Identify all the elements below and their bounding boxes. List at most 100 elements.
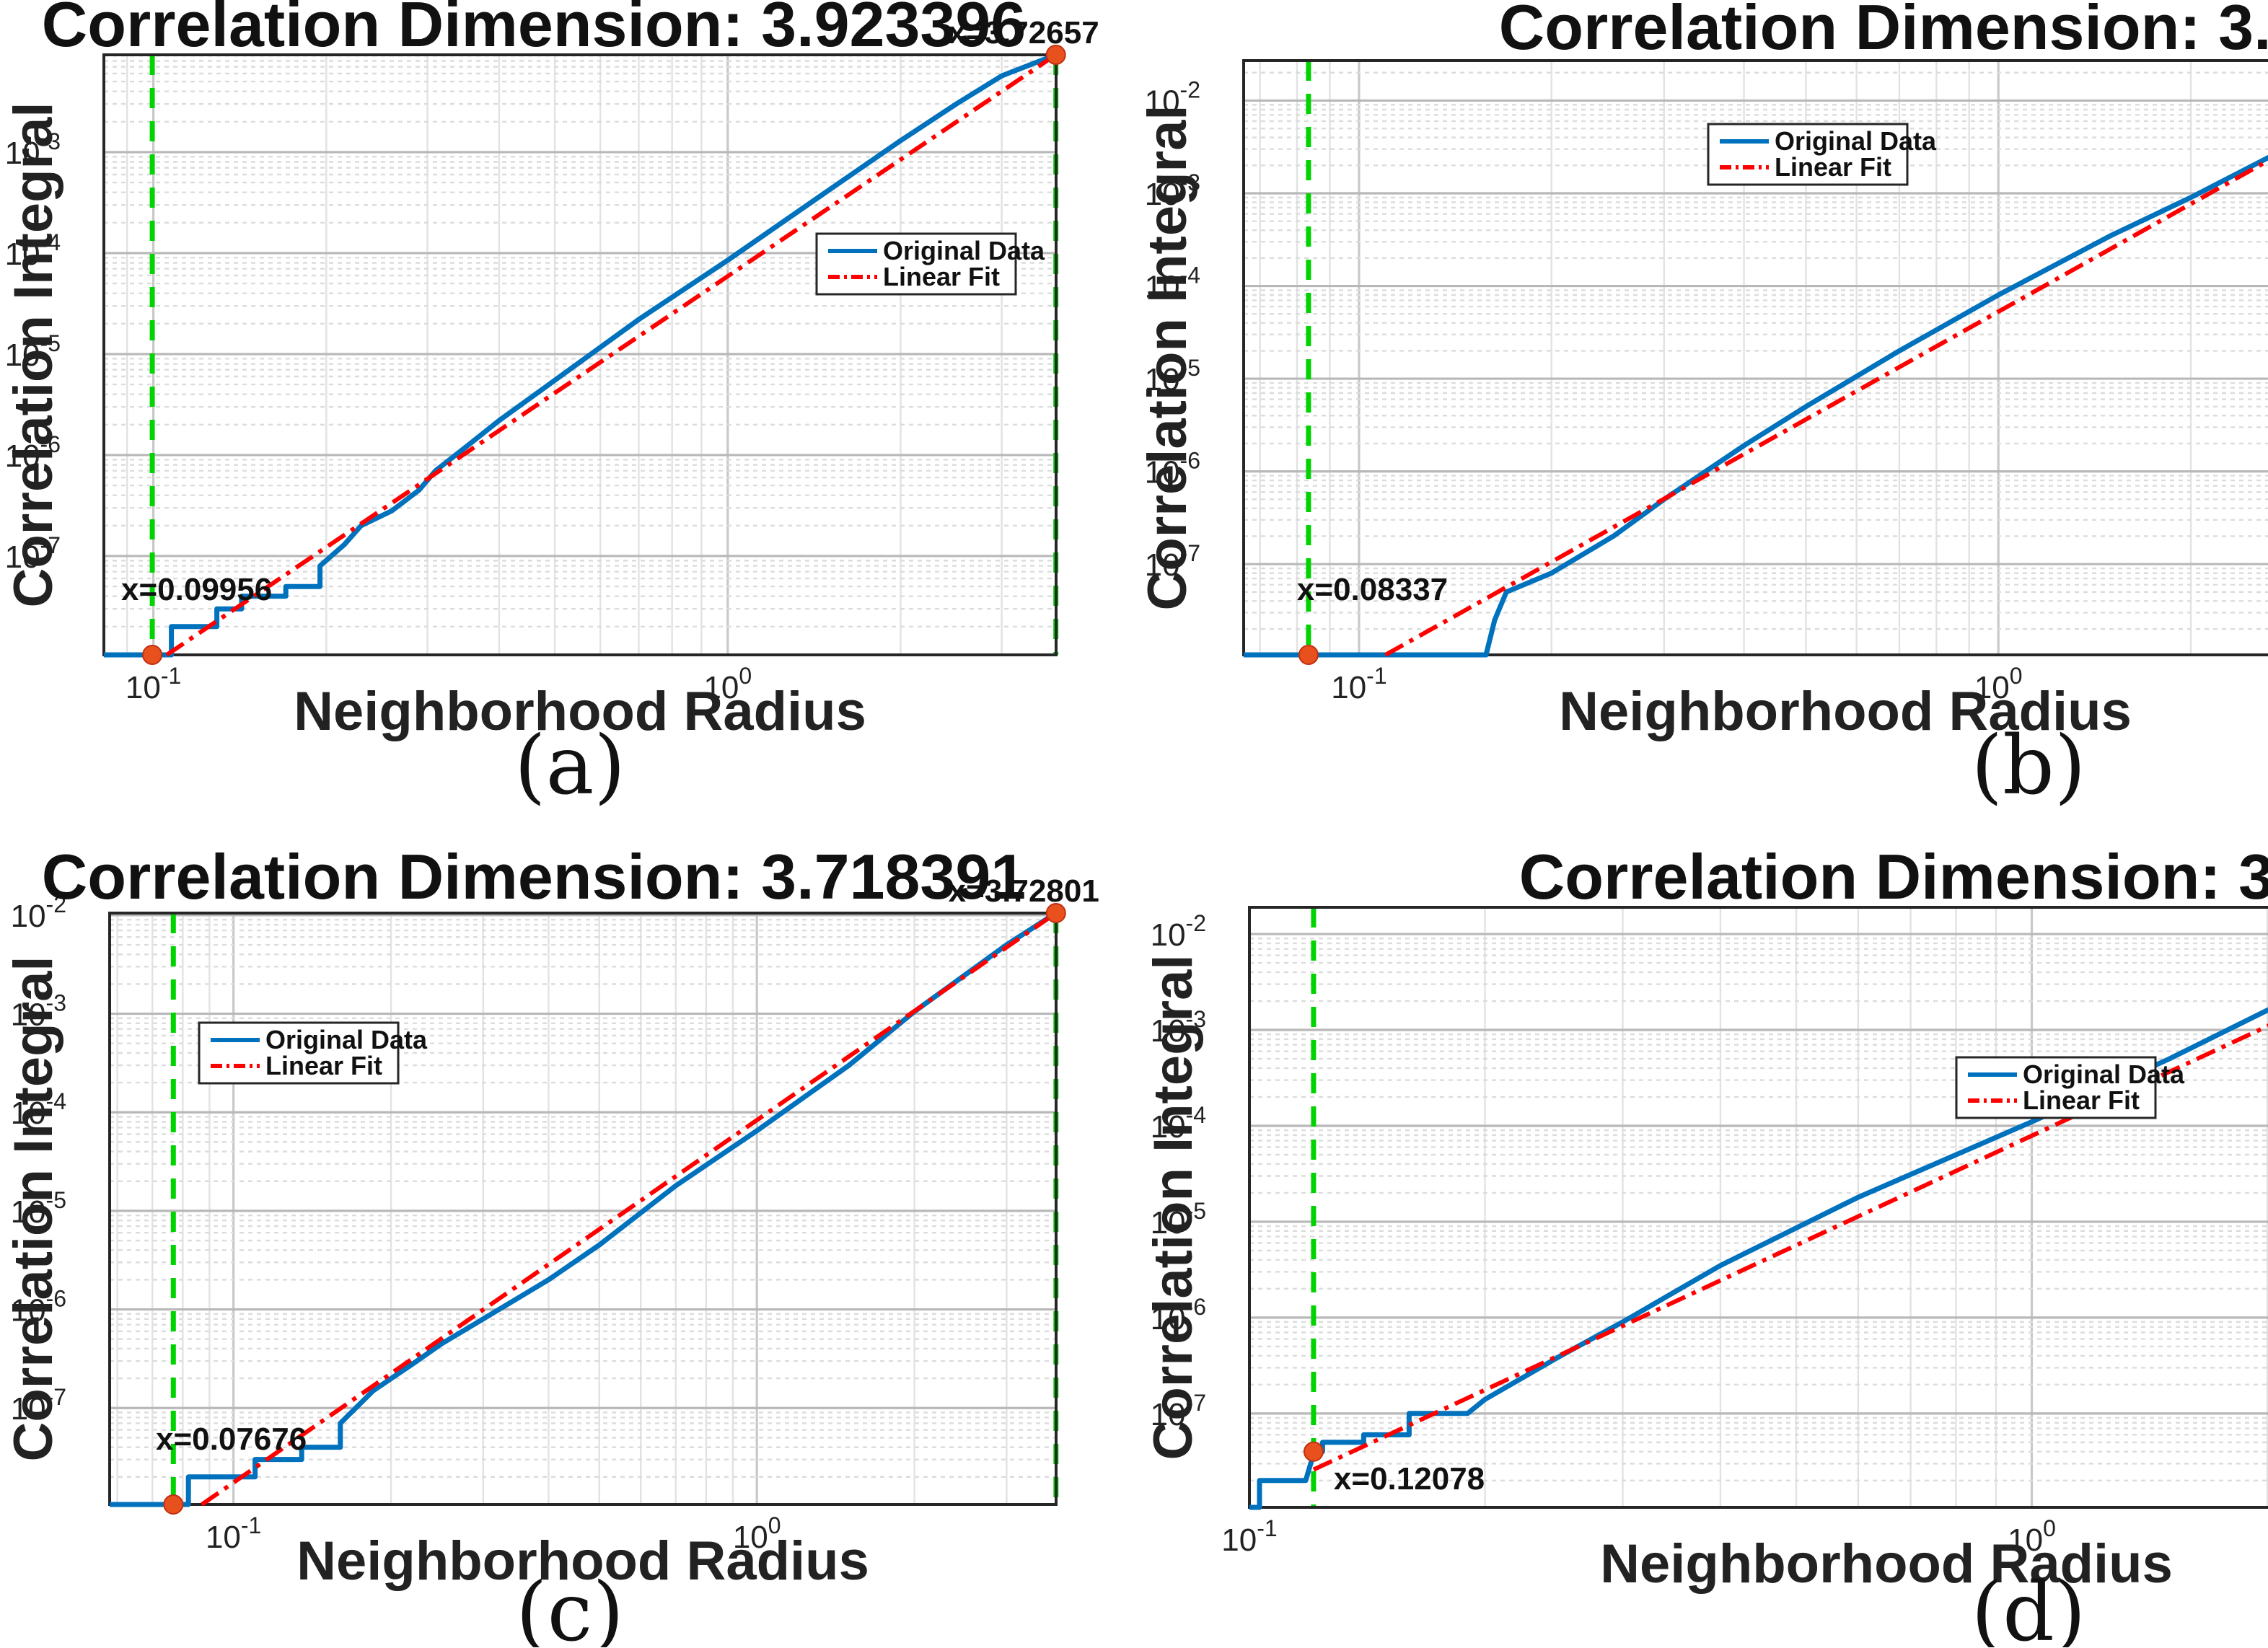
x-axis-label: Neighborhood Radius (296, 1530, 869, 1592)
y-tick-exp: -3 (46, 990, 66, 1016)
x-tick-base: 10 (1331, 670, 1366, 705)
x-tick-exp: -1 (1257, 1515, 1277, 1541)
chart-title: Correlation Dimension: 3.836147 (1519, 841, 2268, 912)
legend-box (1707, 123, 1909, 186)
y-tick-exp: -7 (46, 1384, 66, 1410)
x-tick-label: 100 (1974, 663, 2023, 705)
annotation-label: x=3.72801 (949, 873, 1099, 909)
y-tick-label: 10-3 (5, 128, 61, 171)
y-tick-base: 10 (11, 1293, 46, 1328)
y-tick-exp: -4 (1186, 1102, 1206, 1128)
x-tick-exp: -1 (241, 1512, 261, 1538)
legend-label-fit: Linear Fit (2023, 1085, 2140, 1115)
x-axis-label: Neighborhood Radius (294, 681, 866, 742)
y-tick-base: 10 (11, 1194, 46, 1230)
annotation-label: x=0.07676 (156, 1422, 307, 1457)
panel-d: x=0.12078x=4.2482910-110010-710-610-510-… (1134, 824, 2268, 1647)
y-tick-exp: -6 (40, 431, 61, 457)
x-tick-base: 10 (703, 670, 739, 705)
y-tick-label: 10-5 (11, 1187, 66, 1230)
series-original-data (110, 911, 1058, 1507)
x-tick-exp: -1 (161, 663, 181, 689)
y-tick-base: 10 (11, 1096, 46, 1131)
legend-box (815, 232, 1017, 296)
y-tick-base: 10 (1145, 547, 1180, 583)
annotation-label: x=0.09956 (121, 572, 272, 607)
annotation-label: x=3.72657 (948, 15, 1099, 50)
y-axis-label: Correlation Integral (1143, 955, 1204, 1460)
y-tick-exp: -6 (1180, 448, 1200, 474)
y-tick-label: 10-4 (1151, 1102, 1206, 1145)
y-tick-exp: -4 (1180, 263, 1200, 288)
y-tick-base: 10 (5, 539, 40, 575)
legend-label-fit: Linear Fit (883, 262, 1000, 291)
y-tick-label: 10-6 (1151, 1294, 1206, 1336)
y-tick-label: 10-5 (1145, 355, 1200, 397)
panel-caption: (b) (1971, 719, 2085, 813)
y-tick-label: 10-5 (5, 330, 61, 373)
legend-box (198, 1021, 400, 1085)
y-tick-exp: -2 (1186, 910, 1206, 936)
y-tick-label: 10-2 (11, 891, 66, 934)
legend-label-original: Original Data (265, 1025, 428, 1054)
y-axis-label: Correlation Integral (3, 102, 64, 608)
panel-caption: (d) (1971, 1566, 2085, 1647)
annotation-label: x=0.08337 (1297, 572, 1448, 607)
grid (110, 913, 1056, 1504)
series-linear-fit (201, 911, 1058, 1507)
y-tick-exp: -2 (46, 891, 66, 917)
x-axis-label: Neighborhood Radius (1600, 1533, 2173, 1595)
y-tick-base: 10 (1151, 1013, 1186, 1049)
legend-label-fit: Linear Fit (1775, 152, 1891, 182)
y-tick-label: 10-2 (1151, 910, 1206, 953)
x-tick-base: 10 (1221, 1523, 1257, 1558)
legend-box (1955, 1056, 2157, 1119)
x-tick-label: 100 (733, 1512, 781, 1555)
axes-frame (1248, 906, 2268, 1509)
series-linear-fit (165, 53, 1058, 657)
x-tick-base: 10 (733, 1520, 768, 1555)
y-tick-base: 10 (5, 237, 40, 272)
y-tick-base: 10 (1145, 455, 1180, 490)
x-tick-label: 100 (2008, 1515, 2056, 1558)
series-original-data (1244, 154, 2268, 658)
y-tick-base: 10 (1145, 362, 1180, 397)
chart-svg-d: x=0.12078x=4.2482910-110010-710-610-510-… (1143, 841, 2268, 1647)
annotation-point (1045, 903, 1066, 923)
x-tick-base: 10 (206, 1520, 241, 1555)
y-tick-exp: -7 (1180, 540, 1200, 566)
y-tick-label: 10-4 (1145, 263, 1200, 305)
annotation-point (163, 1494, 184, 1515)
y-tick-label: 10-3 (11, 990, 66, 1033)
grid (104, 55, 1056, 655)
panel-a: x=0.09956 x=3.72657 10-1 100 10-7 10-6 10-5 10-… (0, 0, 1134, 824)
legend-label-original: Original Data (1775, 126, 1937, 156)
y-tick-label: 10-6 (11, 1286, 66, 1328)
chart-title: Correlation Dimension: 3.718391 (42, 841, 1026, 912)
y-tick-base: 10 (1145, 84, 1180, 119)
y-tick-base: 10 (1145, 270, 1180, 305)
y-tick-label: 10-7 (11, 1384, 66, 1427)
chart-title: Correlation Dimension: 3.992562 (1499, 0, 2268, 63)
y-tick-label: 10-5 (1151, 1198, 1206, 1241)
y-tick-label: 10-7 (5, 532, 61, 575)
y-tick-label: 10-2 (1145, 76, 1200, 119)
y-tick-exp: -6 (1186, 1294, 1206, 1320)
y-tick-base: 10 (1145, 177, 1180, 212)
y-tick-base: 10 (1151, 917, 1186, 953)
x-tick-label: 10-1 (1331, 663, 1386, 705)
y-tick-label: 10-6 (5, 431, 61, 474)
x-tick-label: 10-1 (1221, 1515, 1277, 1558)
x-tick-exp: 0 (2010, 663, 2023, 689)
y-tick-base: 10 (11, 1391, 46, 1427)
chart-title: Correlation Dimension: 3.923396 (42, 0, 1026, 60)
panel-b: x=0.08337x=5.0262310-110010-710-610-510-… (1134, 0, 2268, 824)
annotation-point (1303, 1441, 1324, 1462)
x-tick-base: 10 (1974, 670, 2010, 705)
panel-c: x=0.07676 x=3.72801 10-1 100 10-7 10-6 10-5 10-… (0, 824, 1134, 1647)
